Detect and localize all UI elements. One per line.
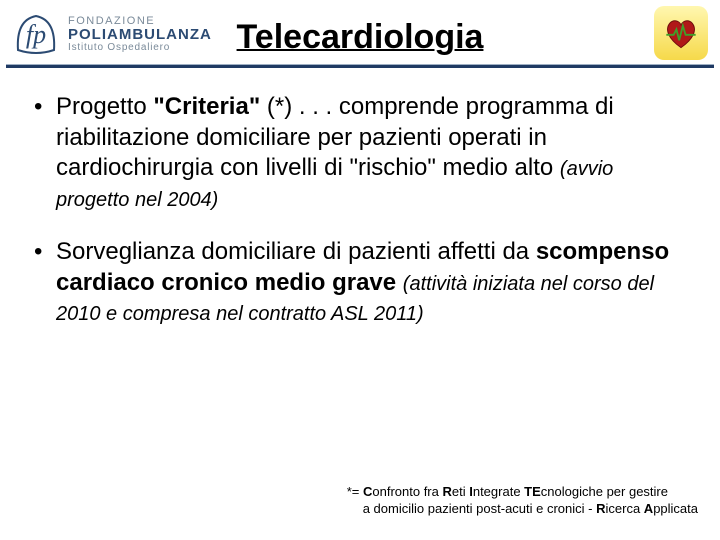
footnote-text: a domicilio pazienti post-acuti e cronic… [363,501,596,516]
footnote-text: pplicata [653,501,698,516]
bullet-text: Sorveglianza domiciliare di pazienti aff… [56,238,536,265]
logo-line1: FONDAZIONE [68,16,212,27]
slide-body: Progetto "Criteria" (*) . . . comprende … [0,68,720,329]
footnote-text: A [644,501,653,516]
bullet-text: Progetto [56,93,153,120]
footnote-text: onfronto fra [372,484,442,499]
list-item: Progetto "Criteria" (*) . . . comprende … [30,92,690,215]
footnote-line1: *= Confronto fra Reti Integrate TEcnolog… [347,483,698,501]
bullet-bold: "Criteria" [153,93,260,120]
footnote-text: cnologiche per gestire [541,484,668,499]
footnote: *= Confronto fra Reti Integrate TEcnolog… [347,483,698,518]
footnote-text: ntegrate [473,484,524,499]
footnote-text: R [596,501,605,516]
footnote-text: C [363,484,372,499]
footnote-line2: a domicilio pazienti post-acuti e cronic… [347,500,698,518]
logo-line3: Istituto Ospedaliero [68,43,212,53]
footnote-text: TE [524,484,541,499]
logo-text: FONDAZIONE POLIAMBULANZA Istituto Ospeda… [68,16,212,53]
bullet-list: Progetto "Criteria" (*) . . . comprende … [30,92,690,329]
bullet-text [396,269,403,296]
logo-line2: POLIAMBULANZA [68,27,212,42]
footnote-text: eti [452,484,469,499]
footnote-text: icerca [606,501,644,516]
page-title: Telecardiologia [237,18,484,57]
footnote-text: R [442,484,451,499]
logo-mark-icon: fp [12,10,60,58]
footnote-text: *= [347,484,363,499]
heart-icon [654,6,708,60]
slide-header: fp FONDAZIONE POLIAMBULANZA Istituto Osp… [0,0,720,68]
svg-text:fp: fp [26,20,46,49]
logo: fp FONDAZIONE POLIAMBULANZA Istituto Osp… [0,10,212,58]
list-item: Sorveglianza domiciliare di pazienti aff… [30,237,690,329]
header-divider [6,64,714,68]
